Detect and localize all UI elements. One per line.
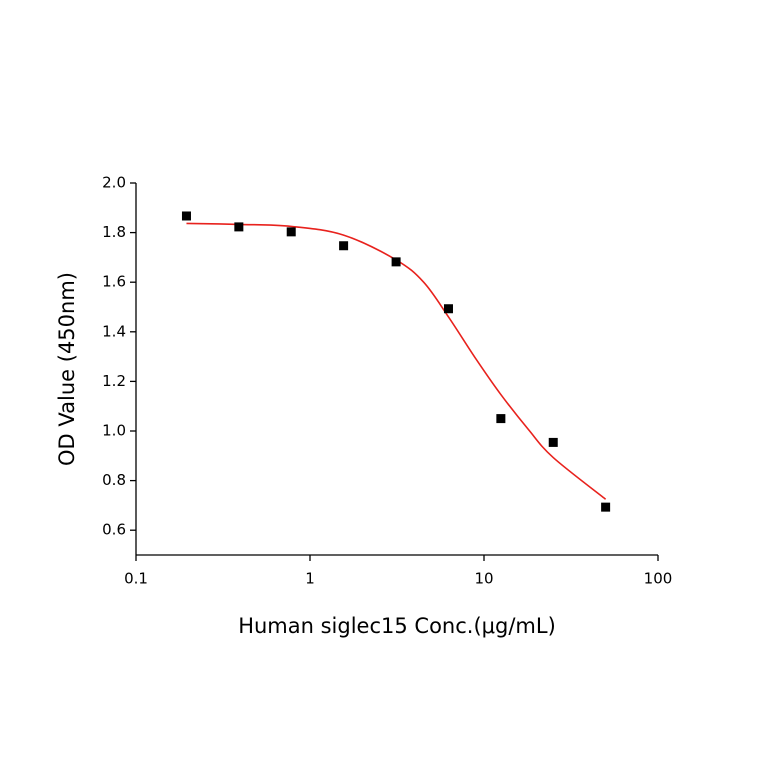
y-tick-label: 1.2 <box>102 372 126 390</box>
x-tick-label: 0.1 <box>124 570 148 588</box>
y-tick-label: 1.8 <box>102 223 126 241</box>
data-point <box>601 502 611 512</box>
data-point <box>181 211 191 221</box>
data-point <box>286 227 296 237</box>
data-point <box>391 257 401 267</box>
data-point <box>496 414 506 424</box>
fit-curve <box>186 222 607 500</box>
y-tick-label: 1.6 <box>102 273 126 291</box>
y-tick-label: 1.0 <box>102 422 126 440</box>
data-point <box>234 222 244 232</box>
y-tick-label: 0.6 <box>102 521 126 539</box>
y-tick-label: 2.0 <box>102 174 126 192</box>
x-tick-label: 10 <box>474 570 493 588</box>
x-tick-label: 1 <box>305 570 315 588</box>
x-tick-label: 100 <box>644 570 673 588</box>
data-point <box>443 304 453 314</box>
data-point <box>339 241 349 251</box>
data-point <box>548 437 558 447</box>
x-axis-title: Human siglec15 Conc.(μg/mL) <box>238 614 556 638</box>
y-tick-label: 1.4 <box>102 322 126 340</box>
y-axis-title: OD Value (450nm) <box>55 272 79 466</box>
y-tick-label: 0.8 <box>102 471 126 489</box>
